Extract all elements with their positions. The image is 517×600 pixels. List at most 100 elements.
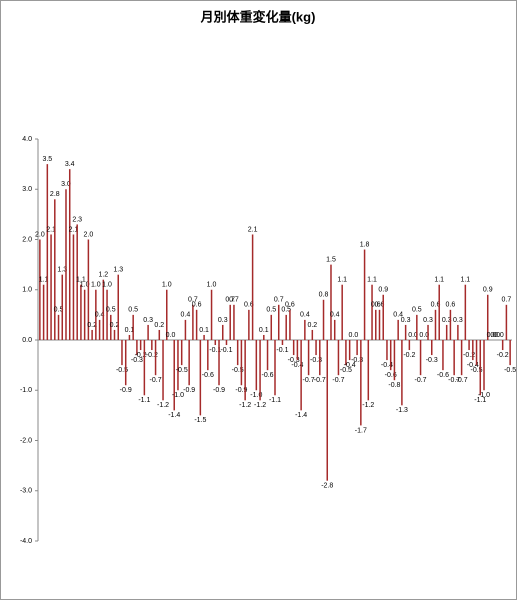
bar bbox=[475, 340, 478, 366]
bar bbox=[207, 340, 209, 371]
data-label: 1.3 bbox=[113, 267, 123, 274]
bar bbox=[173, 340, 175, 411]
data-label: 1.3 bbox=[57, 267, 67, 274]
data-label: 0.7 bbox=[229, 297, 239, 304]
bar bbox=[460, 340, 463, 376]
data-label: -0.7 bbox=[456, 377, 468, 384]
bar bbox=[192, 304, 194, 340]
bar bbox=[42, 284, 45, 340]
data-label: 0.4 bbox=[95, 312, 105, 319]
data-label: -0.9 bbox=[213, 387, 225, 394]
data-label: -0.7 bbox=[332, 377, 344, 384]
bar bbox=[322, 299, 325, 340]
data-label: 0.1 bbox=[259, 327, 269, 334]
bar bbox=[225, 340, 228, 346]
bar bbox=[143, 340, 146, 396]
bar bbox=[404, 324, 407, 340]
data-label: 1.0 bbox=[162, 282, 172, 289]
bar bbox=[80, 284, 82, 340]
data-label: -0.5 bbox=[504, 367, 516, 374]
bar bbox=[259, 340, 261, 401]
data-label: -1.0 bbox=[478, 392, 490, 399]
bar bbox=[304, 319, 306, 340]
bar bbox=[431, 340, 433, 356]
data-label: -0.1 bbox=[276, 347, 288, 354]
data-label: 1.1 bbox=[460, 277, 470, 284]
y-tick-label: -1.0 bbox=[20, 387, 32, 394]
bar bbox=[106, 289, 108, 340]
data-label: 0.3 bbox=[453, 317, 463, 324]
bar bbox=[233, 304, 235, 340]
data-label: -0.7 bbox=[448, 377, 460, 384]
bar bbox=[289, 309, 291, 340]
data-label: 0.1 bbox=[199, 327, 209, 334]
y-tick-label: 0.0 bbox=[22, 337, 32, 344]
data-label: 0.6 bbox=[431, 302, 441, 309]
data-label: -0.6 bbox=[437, 372, 449, 379]
y-tick-label: 1.0 bbox=[22, 287, 32, 294]
bar bbox=[113, 329, 116, 340]
bar bbox=[483, 340, 485, 391]
data-label: 1.0 bbox=[207, 282, 217, 289]
data-label: -0.2 bbox=[146, 352, 158, 359]
bar bbox=[375, 309, 377, 340]
data-label: 0.0 bbox=[166, 332, 176, 339]
bar bbox=[277, 304, 280, 340]
data-label: 0.5 bbox=[106, 307, 116, 314]
data-label: -0.5 bbox=[471, 367, 483, 374]
data-label: 0.7 bbox=[502, 297, 512, 304]
y-tick-label: 2.0 bbox=[22, 236, 32, 243]
bar bbox=[416, 314, 418, 340]
bar bbox=[87, 239, 90, 340]
y-tick-label: 4.0 bbox=[22, 136, 32, 143]
data-label: 0.6 bbox=[446, 302, 456, 309]
bar bbox=[386, 340, 388, 361]
bar bbox=[98, 319, 101, 340]
data-label: -0.5 bbox=[340, 367, 352, 374]
bar bbox=[307, 340, 310, 376]
bar bbox=[408, 340, 411, 351]
bar bbox=[292, 340, 295, 356]
bar bbox=[378, 309, 381, 340]
bar bbox=[296, 340, 299, 361]
bar bbox=[210, 289, 213, 340]
data-label: -0.7 bbox=[303, 377, 315, 384]
bar bbox=[311, 329, 314, 340]
data-label: 0.3 bbox=[442, 317, 452, 324]
data-label: -0.2 bbox=[135, 352, 147, 359]
data-label: -1.1 bbox=[138, 397, 150, 404]
bar bbox=[326, 340, 329, 481]
data-label: -0.7 bbox=[314, 377, 326, 384]
bar bbox=[248, 309, 250, 340]
data-label: 0.4 bbox=[330, 312, 340, 319]
data-label: 1.5 bbox=[326, 256, 336, 263]
bar bbox=[300, 340, 302, 411]
data-label: -0.5 bbox=[116, 367, 128, 374]
data-label: 0.0 bbox=[490, 332, 500, 339]
data-label: 0.0 bbox=[349, 332, 359, 339]
data-label: -1.0 bbox=[250, 392, 262, 399]
data-label: 0.5 bbox=[266, 307, 276, 314]
bar bbox=[330, 264, 332, 340]
bar bbox=[132, 314, 134, 340]
data-label: -0.4 bbox=[467, 362, 479, 369]
bar bbox=[367, 340, 370, 401]
data-label: -0.4 bbox=[381, 362, 393, 369]
bar bbox=[442, 340, 444, 371]
data-label: 2.0 bbox=[35, 231, 45, 238]
bar bbox=[464, 284, 467, 340]
data-label: 0.5 bbox=[412, 307, 422, 314]
bar bbox=[468, 340, 470, 351]
bar bbox=[393, 340, 396, 381]
data-label: 0.3 bbox=[401, 317, 411, 324]
data-label: 0.0 bbox=[419, 332, 429, 339]
bar bbox=[382, 294, 384, 340]
data-label: 0.4 bbox=[300, 312, 310, 319]
data-label: -1.7 bbox=[355, 427, 367, 434]
bar bbox=[68, 169, 71, 340]
data-label: 0.3 bbox=[218, 317, 228, 324]
bar bbox=[128, 334, 131, 340]
bar bbox=[397, 319, 399, 340]
data-label: 0.6 bbox=[375, 302, 385, 309]
